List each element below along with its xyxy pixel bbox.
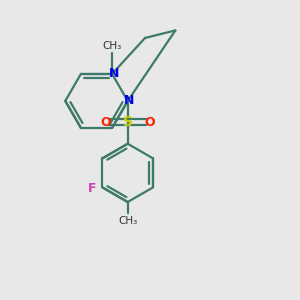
Text: N: N [108, 68, 119, 80]
Text: CH₃: CH₃ [118, 216, 137, 226]
Text: O: O [100, 116, 111, 129]
Text: O: O [144, 116, 155, 129]
Text: CH₃: CH₃ [103, 41, 122, 51]
Text: S: S [123, 116, 133, 129]
Text: F: F [87, 182, 96, 195]
Text: N: N [124, 94, 134, 107]
